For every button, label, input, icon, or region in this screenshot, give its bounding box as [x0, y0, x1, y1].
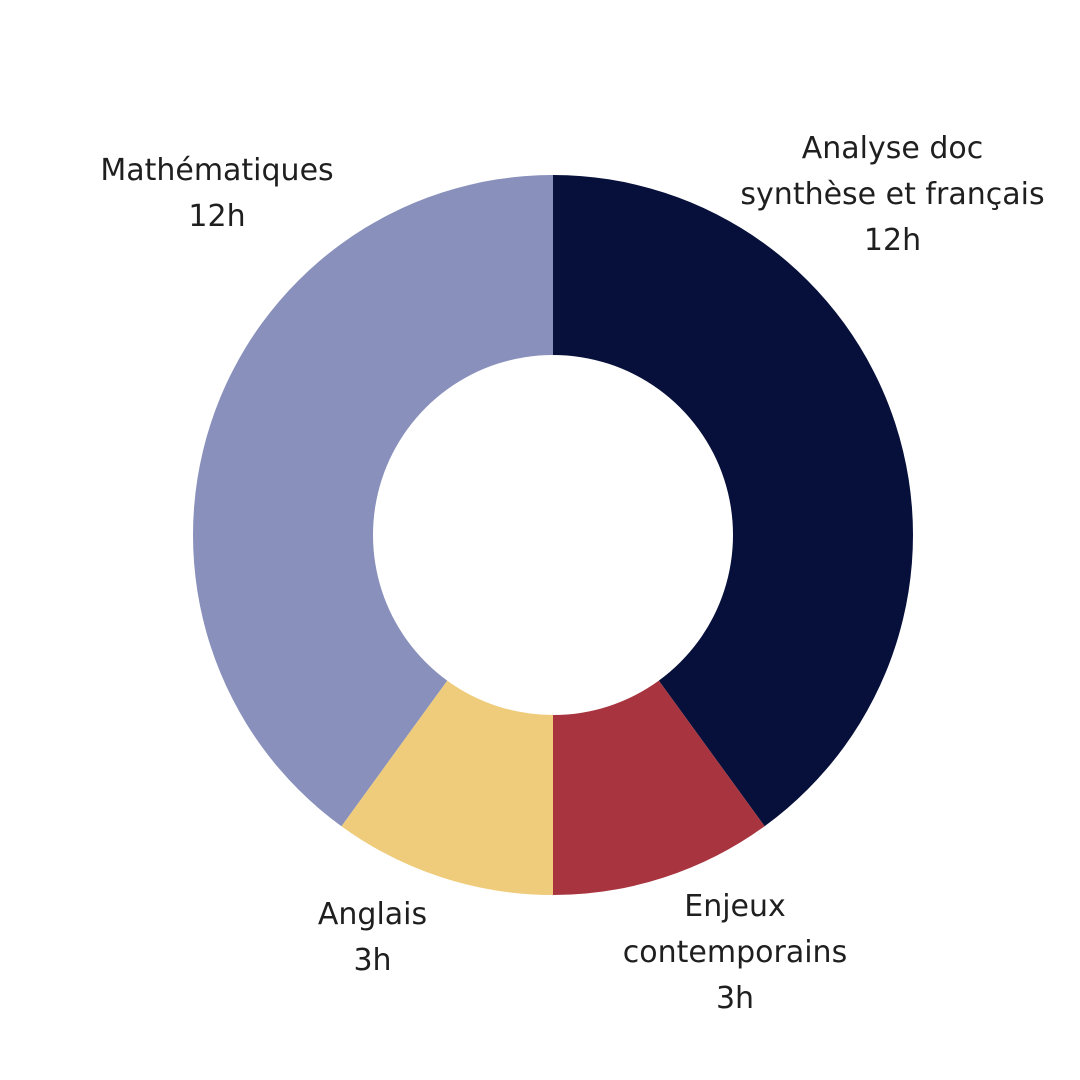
slice-label-line: Mathématiques	[100, 153, 334, 188]
slice-label-enjeux: Enjeux contemporains 3h	[600, 884, 870, 1022]
slice-label-line: Anglais	[317, 897, 428, 932]
slice-analyse	[553, 175, 913, 827]
slice-value-label: 12h	[188, 199, 246, 234]
slice-enjeux	[553, 680, 765, 895]
slice-label-analyse: Analyse doc synthèse et français 12h	[720, 126, 1065, 264]
slice-label-anglais: Anglais 3h	[290, 892, 455, 984]
slice-anglais	[341, 680, 553, 895]
slice-value-label: 3h	[353, 943, 392, 978]
slice-mathematiques	[193, 175, 553, 827]
slice-value-label: 12h	[863, 223, 922, 258]
slice-label-mathematiques: Mathématiques 12h	[72, 148, 362, 240]
slice-label-line: synthèse et français	[740, 177, 1045, 212]
slice-value-label: 3h	[715, 981, 755, 1016]
slice-label-line: contemporains	[622, 935, 848, 970]
slice-label-line: Analyse doc	[801, 131, 984, 166]
slice-label-line: Enjeux	[684, 889, 786, 924]
